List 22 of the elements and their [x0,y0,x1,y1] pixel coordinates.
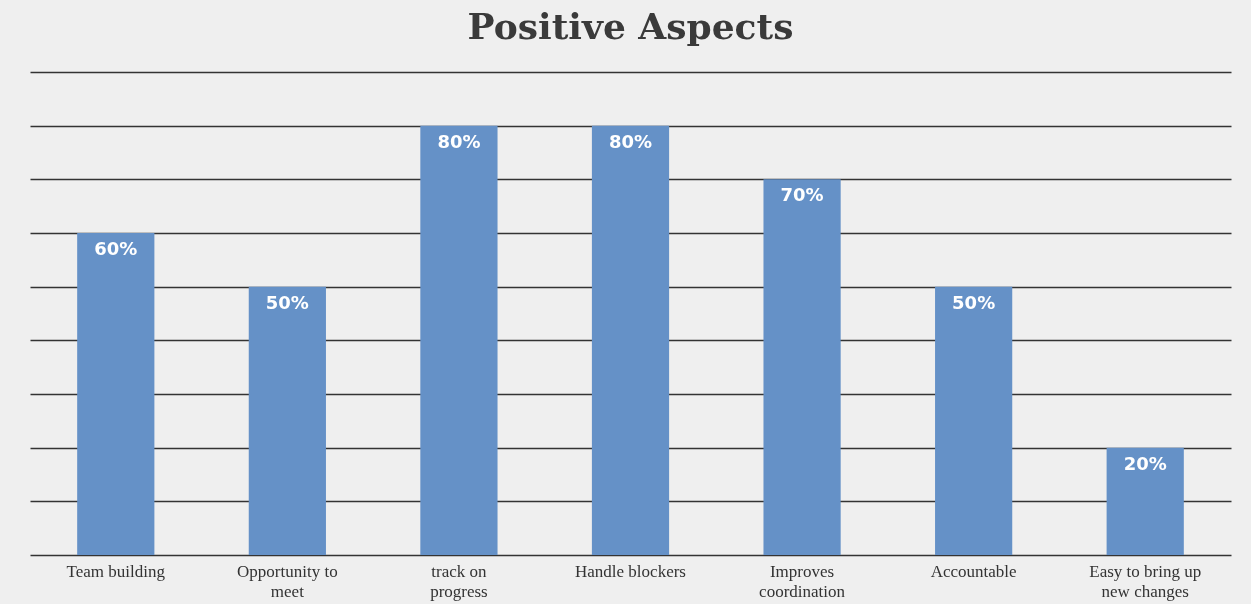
data-label: 20% [1123,452,1167,474]
bar [77,233,155,555]
bar [591,125,670,555]
data-label: 80% [437,130,481,152]
x-tick-label: Team building [66,561,166,581]
data-label: 80% [608,130,653,152]
bar [935,286,1013,555]
data-label: 50% [952,291,996,313]
bar [420,125,498,555]
x-tick-label: track on progress [430,561,488,601]
x-tick-label: Easy to bring up new changes [1089,561,1202,601]
x-tick-label: Improves coordination [759,561,846,601]
x-tick-label: Handle blockers [575,561,686,581]
data-label: 70% [780,184,824,206]
bar [1106,447,1184,555]
x-tick-label: Opportunity to meet [237,561,338,601]
x-tick-label: Accountable [930,561,1017,581]
data-label: 50% [265,291,309,313]
bar [248,286,326,555]
chart-title: Positive Aspects [467,5,794,47]
data-label: 60% [94,238,138,259]
bar [763,179,841,555]
